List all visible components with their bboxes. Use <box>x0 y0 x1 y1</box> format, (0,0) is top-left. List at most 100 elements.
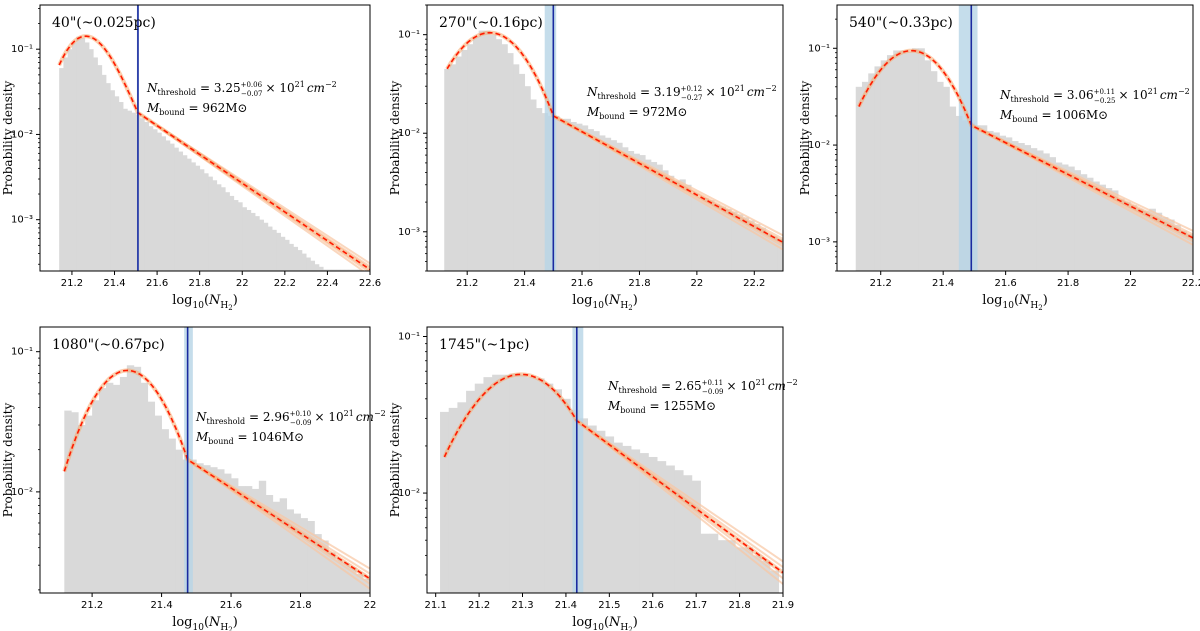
histogram-bar <box>1074 170 1081 271</box>
y-tick-label: 10⁻¹ <box>398 30 420 41</box>
histogram-bar <box>725 209 732 271</box>
histogram-bar <box>605 436 615 593</box>
histogram-bar <box>648 456 658 593</box>
histogram-bar <box>765 233 772 271</box>
histogram-bar <box>1030 148 1038 271</box>
histogram-bar <box>212 180 218 271</box>
histogram-bar <box>233 200 239 271</box>
histogram-bar <box>93 57 98 271</box>
histogram-bar <box>84 42 90 271</box>
y-tick-label: 10⁻³ <box>398 227 420 238</box>
histogram-bar <box>501 44 508 271</box>
histogram-bar <box>191 162 196 271</box>
histogram-bar <box>1005 137 1013 271</box>
histogram-bar <box>112 384 121 593</box>
histogram-bar <box>175 449 183 593</box>
histogram-bar <box>168 438 176 593</box>
x-tick-label: 21.6 <box>642 600 664 611</box>
histogram-bar <box>466 390 476 593</box>
histogram-bar <box>154 415 162 593</box>
histogram-bar <box>297 250 303 271</box>
y-tick-label: 10⁻² <box>11 487 33 498</box>
histogram-bar <box>1043 153 1050 271</box>
x-tick-label: 22.2 <box>743 278 765 289</box>
histogram-bar <box>203 173 209 271</box>
mass-annotation: Mbound = 972M⊙ <box>586 105 688 121</box>
histogram-bar <box>165 140 171 271</box>
histogram-bar <box>174 147 179 271</box>
y-tick-label: 10⁻¹ <box>398 332 420 343</box>
histogram-bar <box>224 473 232 593</box>
histogram-bar <box>147 401 156 593</box>
histogram-bar <box>613 442 623 593</box>
histogram-bar <box>300 518 308 593</box>
histogram-bar <box>321 540 329 593</box>
histogram-bar <box>199 169 205 271</box>
panel-title: 540"(~0.33pc) <box>849 15 953 31</box>
y-tick-label: 10⁻² <box>11 129 33 140</box>
histogram-bar <box>455 56 462 271</box>
fit-line <box>858 49 1193 239</box>
histogram-bar <box>144 121 149 271</box>
x-tick-label: 21.8 <box>189 278 211 289</box>
histogram-bar <box>674 470 684 593</box>
histogram-bar <box>949 106 957 271</box>
x-tick-label: 21.8 <box>1057 278 1079 289</box>
histogram-bar <box>119 376 128 593</box>
histogram-bar <box>293 246 299 271</box>
histogram-bar <box>356 573 364 593</box>
histogram-bar <box>186 158 192 271</box>
plot-area <box>57 5 370 271</box>
histogram-bar <box>495 39 503 271</box>
histogram-bar <box>217 469 225 593</box>
histogram-bar <box>633 153 640 271</box>
histogram-bar <box>208 176 213 271</box>
histogram-bar <box>461 49 468 271</box>
panel-title: 270"(~0.16pc) <box>439 15 543 31</box>
histogram-bar <box>161 429 169 593</box>
histogram-bar <box>106 83 111 271</box>
histogram-bar <box>691 194 698 271</box>
fit-line <box>443 373 783 574</box>
x-tick-label: 21.6 <box>571 278 593 289</box>
histogram-bar <box>1168 219 1175 271</box>
histogram-bar <box>1049 157 1056 271</box>
histogram-bar <box>203 465 211 593</box>
histogram-bar <box>210 467 218 593</box>
x-tick-label: 22.2 <box>274 278 296 289</box>
histogram-bar <box>735 547 745 593</box>
histogram-bar <box>924 60 932 271</box>
plot-area <box>440 327 783 593</box>
histogram-bar <box>342 563 350 593</box>
histogram-bar <box>943 86 950 271</box>
histogram-bar <box>599 135 606 271</box>
histogram-bar <box>182 155 188 271</box>
histogram-bar <box>323 269 328 271</box>
histogram-bar <box>314 264 320 271</box>
histogram-bar <box>276 232 281 271</box>
histogram-bar <box>930 71 938 271</box>
histogram-bar <box>530 99 537 271</box>
histogram-bar <box>251 488 260 593</box>
histogram-bar <box>1011 141 1019 271</box>
histogram-bar <box>518 73 526 271</box>
histogram-bar <box>64 410 72 593</box>
histogram-bar <box>123 108 128 271</box>
panel-2: 21.2 21.4 21.6 21.8 22 22.2 10⁻³ 10⁻² 10⁻¹ Probab… <box>388 4 784 312</box>
threshold-band <box>572 327 584 593</box>
histogram-bar <box>544 383 554 593</box>
x-tick-label: 21.6 <box>220 600 242 611</box>
y-axis-label: Probability density <box>1 80 15 195</box>
histogram-bar <box>293 513 301 593</box>
y-tick-label: 10⁻² <box>398 488 420 499</box>
histogram-bar <box>448 407 458 593</box>
y-tick-label: 10⁻³ <box>11 215 33 226</box>
histogram-bar <box>1036 150 1044 271</box>
histogram-bar <box>444 68 451 271</box>
histogram-bar <box>344 269 350 271</box>
x-tick-label: 22.4 <box>316 278 338 289</box>
axes-frame <box>39 326 371 594</box>
histogram-bar <box>719 206 726 271</box>
x-tick-label: 21.1 <box>425 600 447 611</box>
histogram-bar <box>552 389 562 593</box>
